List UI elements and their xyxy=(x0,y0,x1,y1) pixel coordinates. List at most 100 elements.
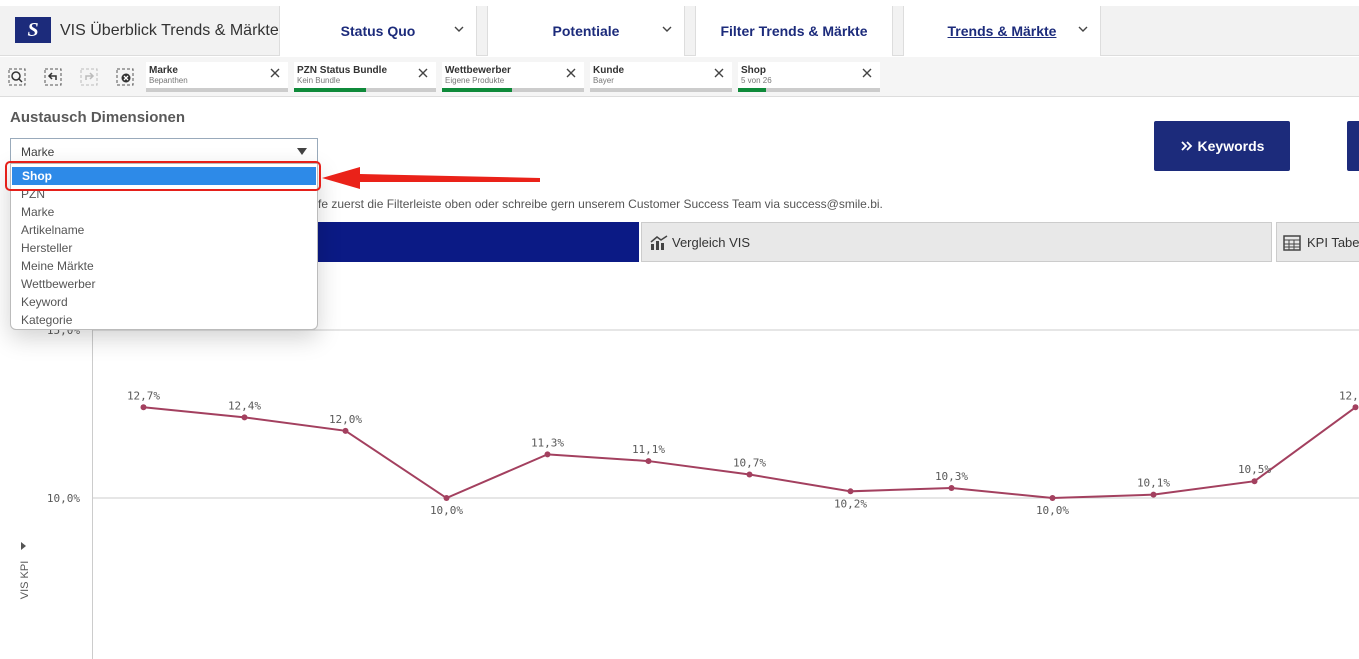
view-tab[interactable]: KPI Tabel xyxy=(1276,222,1359,262)
remove-filter[interactable] xyxy=(862,66,872,81)
button[interactable] xyxy=(1347,121,1359,171)
chevron-icon xyxy=(1078,26,1088,32)
tab-label: Potentiale xyxy=(552,23,620,39)
value-label: 11,1% xyxy=(632,443,665,456)
value-label: 12,7% xyxy=(127,389,160,402)
tab-label: Status Quo xyxy=(340,23,416,39)
dropdown-option[interactable]: Shop xyxy=(12,167,316,185)
value-label: 12,0% xyxy=(329,413,362,426)
filter-field: Shop xyxy=(741,65,766,76)
point xyxy=(1251,478,1258,485)
filter-value: Kein Bundle xyxy=(297,76,341,85)
dropdown-option[interactable]: Hersteller xyxy=(21,241,73,255)
value-label: 11,3% xyxy=(531,436,564,449)
value-label: 10,5% xyxy=(1238,463,1271,476)
chevrons-icon xyxy=(1180,141,1192,151)
close-icon xyxy=(714,68,724,78)
selection-progress xyxy=(442,88,512,92)
point xyxy=(241,414,248,421)
dropdown-option[interactable]: Keyword xyxy=(21,295,68,309)
remove-filter[interactable] xyxy=(270,66,280,81)
value-label: 10,2% xyxy=(834,497,867,510)
dropdown-option[interactable]: Meine Märkte xyxy=(21,259,94,273)
close-cross xyxy=(270,68,280,78)
close-icon xyxy=(418,68,428,78)
close-cross xyxy=(418,68,428,78)
table-icon xyxy=(1283,235,1301,251)
chevron-icon xyxy=(454,26,464,32)
chart-icon xyxy=(650,235,668,250)
filter-chip[interactable]: Shop 5 von 26 xyxy=(738,62,880,92)
header-tab[interactable]: Status Quo xyxy=(279,6,477,56)
keywords-button[interactable]: Keywords xyxy=(1154,121,1290,171)
y-tick-label: 10,0% xyxy=(47,492,80,505)
filter-chip[interactable]: Kunde Bayer xyxy=(590,62,732,92)
close-cross xyxy=(862,68,872,78)
point xyxy=(1150,491,1157,498)
header-tab[interactable]: Filter Trends & Märkte xyxy=(695,6,893,56)
selection-progress xyxy=(294,88,366,92)
chevron-icon xyxy=(662,26,672,32)
chevron xyxy=(454,26,464,32)
close-icon xyxy=(862,68,872,78)
dropdown-caret xyxy=(297,148,307,155)
view-tab[interactable]: Vergleich VIS xyxy=(641,222,1272,262)
filter-field: Marke xyxy=(149,65,178,76)
chevron xyxy=(1078,26,1088,32)
value-label: 10,0% xyxy=(1036,504,1069,517)
filter-field: PZN Status Bundle xyxy=(297,65,388,76)
filter-value: Eigene Produkte xyxy=(445,76,505,85)
info-text: fe zuerst die Filterleiste oben oder sch… xyxy=(318,197,883,211)
close-icon xyxy=(270,68,280,78)
line xyxy=(143,406,1357,500)
remove-filter[interactable] xyxy=(714,66,724,81)
close-cross xyxy=(714,68,724,78)
expand-caret xyxy=(21,542,26,550)
remove-filter[interactable] xyxy=(418,66,428,81)
app-title: VIS Überblick Trends & Märkte xyxy=(60,22,279,39)
filter-chip[interactable]: PZN Status Bundle Kein Bundle xyxy=(294,62,436,92)
chevron xyxy=(662,26,672,32)
point xyxy=(1049,495,1056,502)
tab-label: Vergleich VIS xyxy=(672,234,751,250)
value-label: 12,7% xyxy=(1339,389,1359,402)
logo[interactable]: S xyxy=(15,17,51,43)
point xyxy=(847,488,854,495)
dropdown-option[interactable]: Marke xyxy=(21,205,55,219)
dropdown-option[interactable]: Artikelname xyxy=(21,223,85,237)
filter-value: Bepanthen xyxy=(149,76,188,85)
step-forward-icon[interactable] xyxy=(80,68,98,86)
dropdown-value: Marke xyxy=(21,145,55,159)
remove-filter[interactable] xyxy=(566,66,576,81)
header-tab[interactable]: Trends & Märkte xyxy=(903,6,1101,56)
value-label: 10,7% xyxy=(733,457,766,470)
dropdown-option[interactable]: Kategorie xyxy=(21,313,73,327)
filter-chip[interactable]: Wettbewerber Eigene Produkte xyxy=(442,62,584,92)
close-icon xyxy=(566,68,576,78)
close-cross xyxy=(566,68,576,78)
filter-value: 5 von 26 xyxy=(741,76,772,85)
filter-field: Kunde xyxy=(593,65,625,76)
dropdown-option[interactable]: Wettbewerber xyxy=(21,277,96,291)
filter-chip[interactable]: Marke Bepanthen xyxy=(146,62,288,92)
point xyxy=(645,458,652,465)
clear-all-icon[interactable] xyxy=(116,68,134,86)
value-label: 12,4% xyxy=(228,399,261,412)
point xyxy=(746,471,753,478)
point xyxy=(443,495,450,502)
button-label: Keywords xyxy=(1197,138,1265,154)
value-label: 10,3% xyxy=(935,470,968,483)
value-label: 10,1% xyxy=(1137,477,1170,490)
step-back-icon[interactable] xyxy=(44,68,62,86)
point xyxy=(342,427,349,434)
header-tab[interactable]: Potentiale xyxy=(487,6,685,56)
point xyxy=(544,451,551,458)
search-selections-icon[interactable] xyxy=(8,68,26,86)
selection-progress xyxy=(738,88,766,92)
filter-value: Bayer xyxy=(593,76,614,85)
annotation-arrow xyxy=(322,167,540,189)
point xyxy=(1352,404,1359,411)
highlight-outline xyxy=(5,161,321,191)
